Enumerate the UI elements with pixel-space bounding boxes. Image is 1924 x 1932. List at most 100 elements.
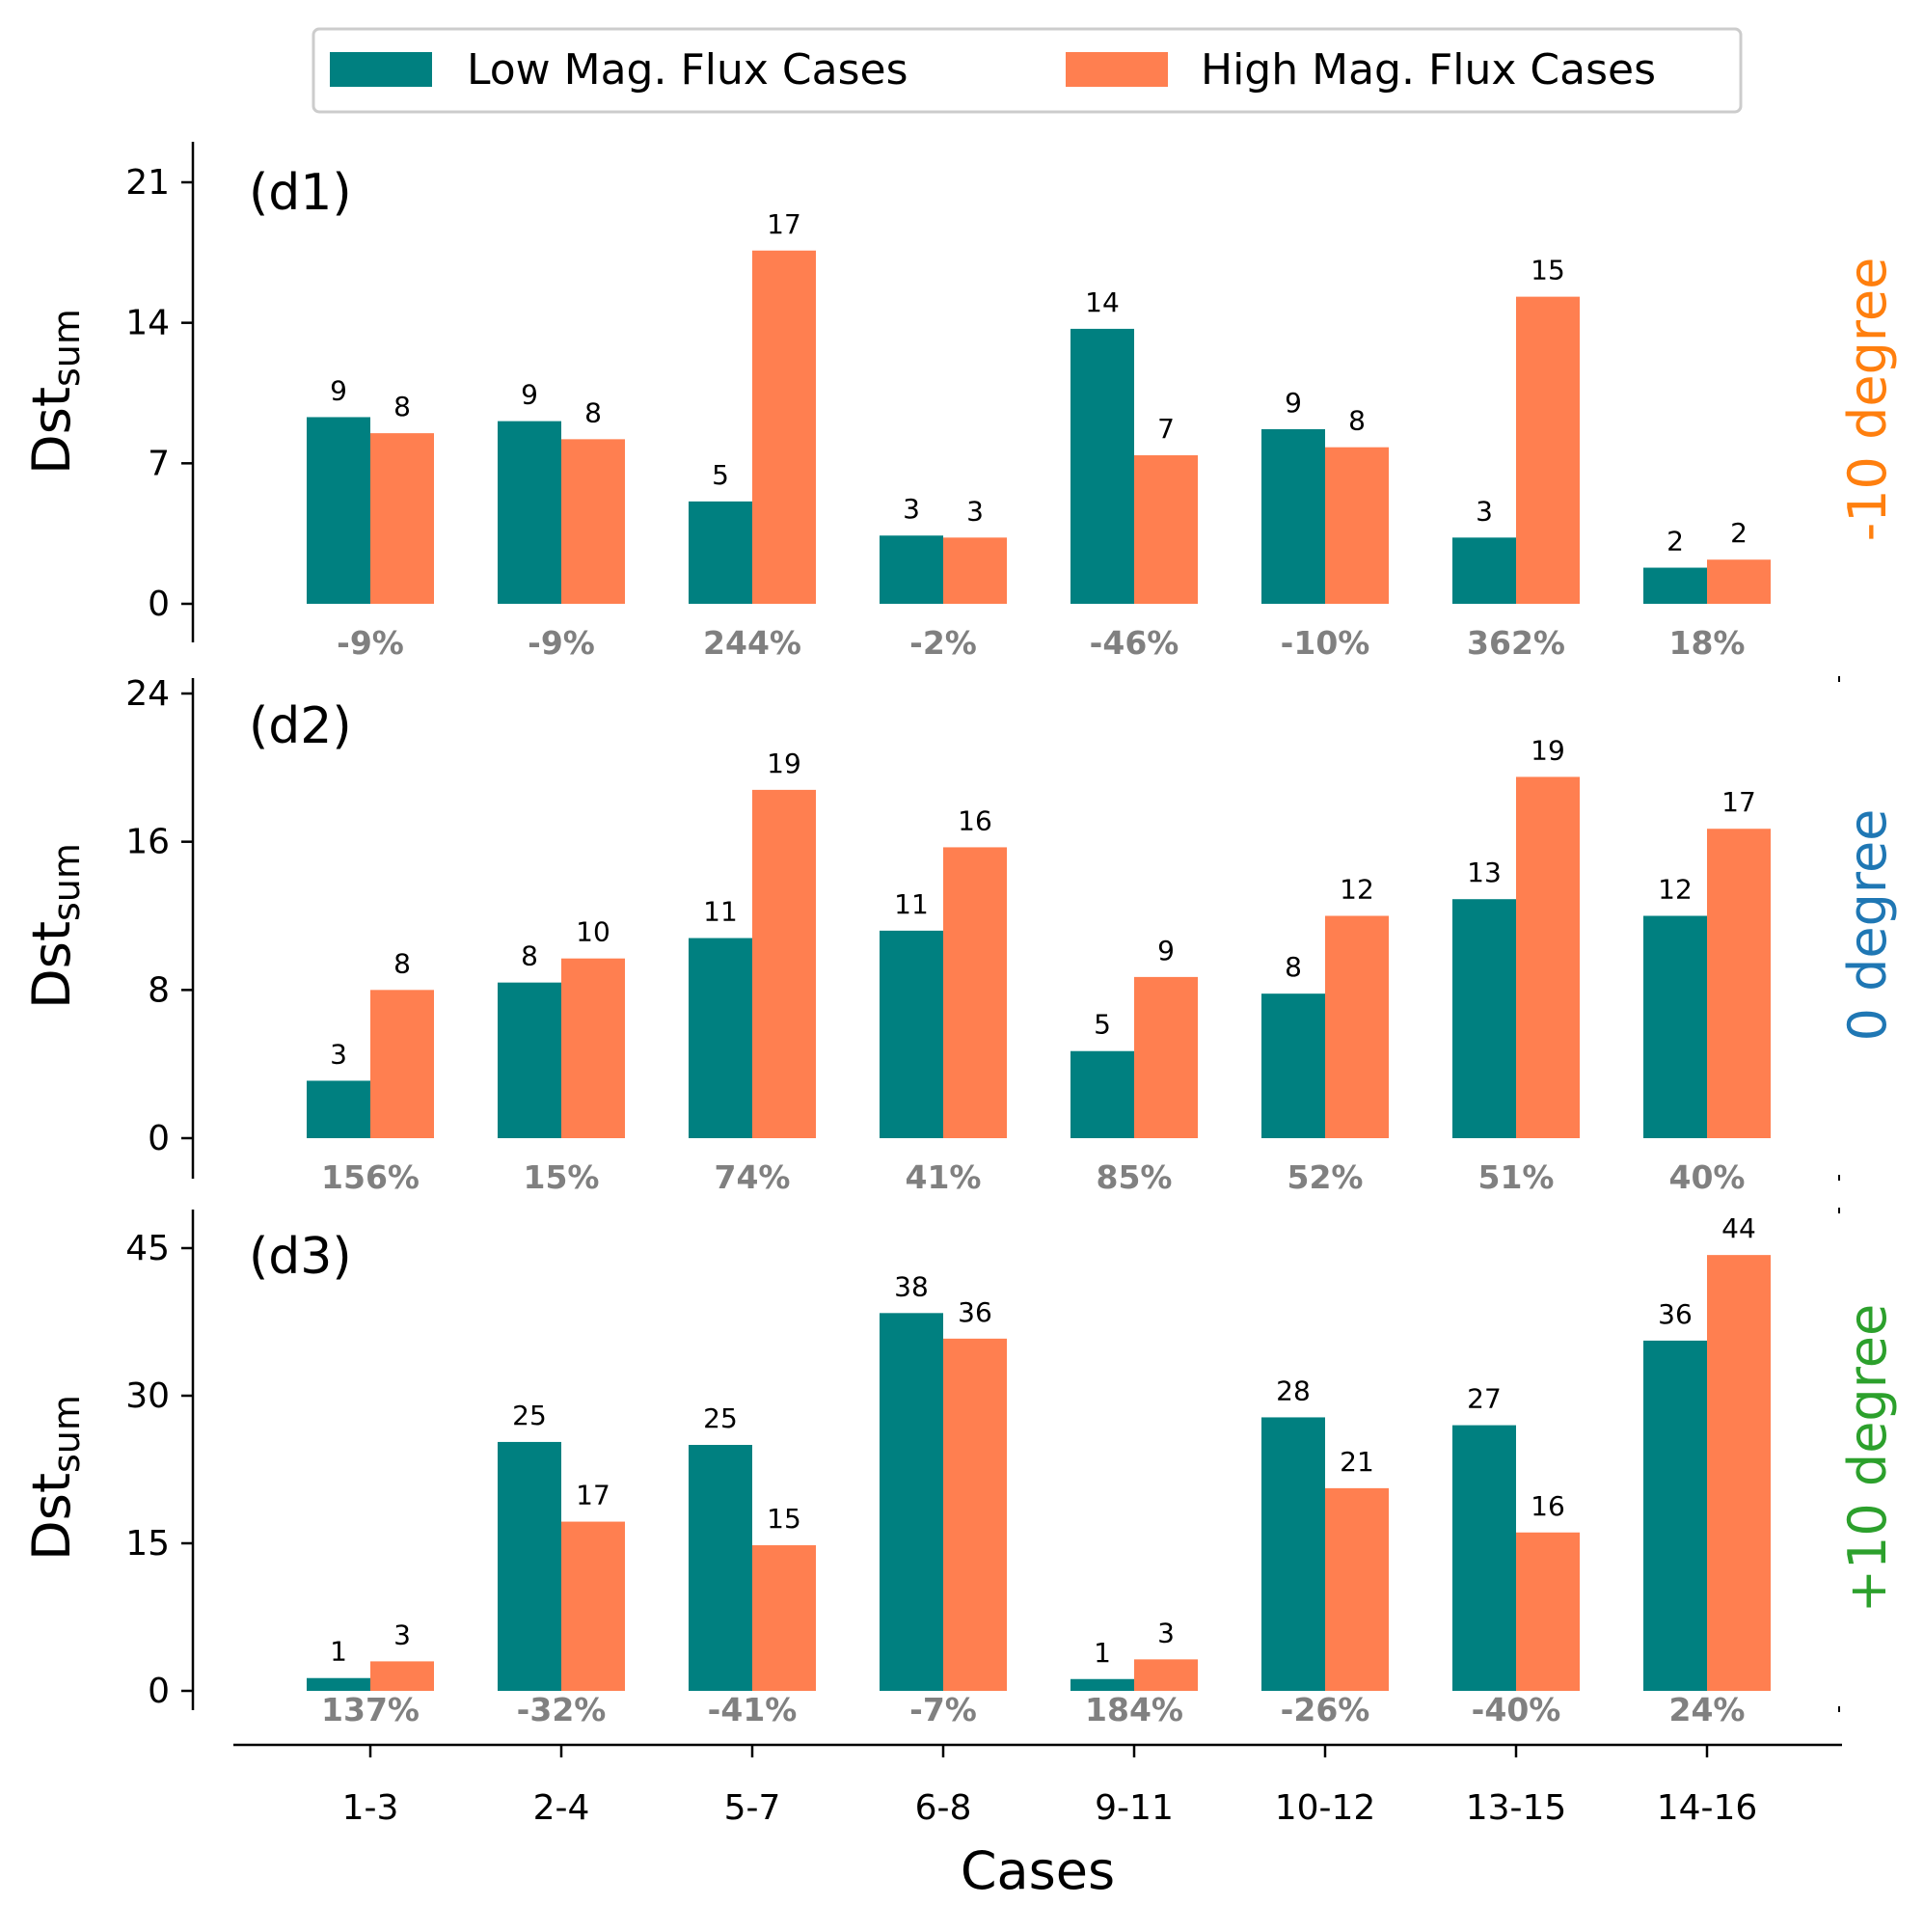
- bar-high-5-7: [752, 1545, 816, 1691]
- bar-high-6-8: [943, 847, 1007, 1138]
- percent-change-label: 184%: [1085, 1691, 1183, 1728]
- y-axis-label-subscript: sum: [45, 1395, 88, 1473]
- y-axis-label: Dstsum: [21, 309, 88, 475]
- bar-low-1-3: [307, 417, 370, 604]
- bar-value-label-low: 1: [1094, 1637, 1111, 1669]
- bar-high-10-12: [1325, 1487, 1389, 1691]
- legend-label-high: High Mag. Flux Cases: [1201, 45, 1656, 95]
- bar-value-label-high: 8: [393, 391, 411, 422]
- y-axis-label-main: Dst: [21, 1473, 82, 1561]
- y-tick-label: 7: [148, 444, 170, 483]
- bar-high-2-4: [561, 439, 625, 604]
- bar-value-label-high: 8: [393, 947, 411, 979]
- bar-high-2-4: [561, 958, 625, 1138]
- y-tick-label: 0: [148, 585, 170, 624]
- bar-low-6-8: [880, 1313, 943, 1691]
- bar-low-2-4: [498, 421, 561, 604]
- side-label-1: -10 degree: [1837, 258, 1898, 542]
- bar-value-label-high: 16: [1531, 1490, 1565, 1522]
- bar-value-label-high: 17: [1721, 786, 1756, 818]
- bar-value-label-high: 7: [1157, 413, 1175, 445]
- bar-value-label-low: 8: [1285, 951, 1302, 983]
- panel-tag: (d2): [249, 697, 352, 755]
- bar-high-13-15: [1516, 1532, 1580, 1691]
- bar-low-14-16: [1643, 915, 1707, 1138]
- side-label-3: +10 degree: [1837, 1304, 1898, 1613]
- bar-value-label-low: 11: [894, 888, 929, 920]
- x-tick-label: 10-12: [1275, 1788, 1376, 1828]
- x-tick-label: 2-4: [533, 1788, 590, 1828]
- panel-3: 0 15 30 45 (d3) Dstsum +10 degree 1 3 137% 25 17 -32…: [21, 1208, 1898, 1728]
- bar-low-14-16: [1643, 567, 1707, 604]
- y-tick-label: 45: [125, 1229, 170, 1268]
- bar-low-10-12: [1261, 1417, 1325, 1691]
- bar-value-label-low: 25: [512, 1400, 547, 1431]
- bar-value-label-low: 3: [903, 493, 920, 525]
- bar-value-label-low: 5: [712, 459, 729, 491]
- bar-value-label-low: 38: [894, 1270, 929, 1302]
- bar-low-13-15: [1452, 537, 1516, 604]
- bar-value-label-high: 19: [767, 748, 801, 779]
- bar-high-10-12: [1325, 447, 1389, 604]
- side-label-2: 0 degree: [1837, 809, 1898, 1042]
- panel-2: 0 8 16 24 (d2) Dstsum 0 degree 3 8 156% 8 10 15% 11 19…: [21, 674, 1898, 1196]
- percent-change-label: 244%: [703, 624, 801, 662]
- percent-change-label: -2%: [909, 624, 977, 662]
- y-tick-label: 14: [125, 304, 170, 343]
- bar-value-label-high: 17: [767, 208, 801, 240]
- bar-high-6-8: [943, 537, 1007, 604]
- percent-change-label: 85%: [1097, 1158, 1173, 1196]
- percent-change-label: -7%: [909, 1691, 977, 1728]
- percent-change-label: -10%: [1281, 624, 1370, 662]
- bar-value-label-high: 36: [958, 1296, 992, 1328]
- legend-frame: [312, 27, 1743, 114]
- x-tick-label: 13-15: [1466, 1788, 1567, 1828]
- bar-low-5-7: [689, 1445, 752, 1691]
- y-tick-label: 0: [148, 1672, 170, 1711]
- percent-change-label: 156%: [321, 1158, 420, 1196]
- panel-tag: (d3): [249, 1228, 352, 1286]
- percent-change-label: 41%: [906, 1158, 982, 1196]
- bar-value-label-high: 8: [1348, 405, 1366, 437]
- percent-change-label: -26%: [1281, 1691, 1370, 1728]
- bar-low-6-8: [880, 930, 943, 1138]
- bar-value-label-low: 5: [1094, 1009, 1111, 1041]
- percent-change-label: 51%: [1478, 1158, 1555, 1196]
- bar-high-9-11: [1134, 976, 1198, 1138]
- x-tick-label: 6-8: [915, 1788, 972, 1828]
- bar-value-label-low: 25: [703, 1402, 738, 1434]
- bar-value-label-low: 14: [1085, 286, 1120, 318]
- bar-low-1-3: [307, 1080, 370, 1138]
- bar-value-label-high: 3: [966, 495, 984, 527]
- bar-high-10-12: [1325, 915, 1389, 1138]
- legend-swatch-low: [330, 52, 432, 87]
- bar-value-label-high: 19: [1531, 734, 1565, 766]
- bar-low-9-11: [1070, 1050, 1134, 1138]
- bar-value-label-high: 9: [1157, 935, 1175, 966]
- bar-value-label-low: 9: [1285, 387, 1302, 419]
- legend-label-low: Low Mag. Flux Cases: [467, 45, 908, 95]
- bar-high-1-3: [370, 1661, 434, 1691]
- bar-high-14-16: [1707, 1255, 1771, 1691]
- panel-tag: (d1): [249, 164, 352, 222]
- bar-value-label-high: 8: [584, 396, 602, 428]
- y-tick-label: 0: [148, 1119, 170, 1158]
- bar-value-label-high: 15: [1531, 255, 1565, 286]
- bar-high-5-7: [752, 250, 816, 604]
- y-tick-label: 16: [125, 823, 170, 862]
- bar-low-9-11: [1070, 1678, 1134, 1691]
- percent-change-label: -32%: [517, 1691, 607, 1728]
- y-tick-label: 8: [148, 970, 170, 1010]
- bar-high-9-11: [1134, 1659, 1198, 1691]
- bar-low-2-4: [498, 982, 561, 1138]
- bar-value-label-low: 3: [1476, 495, 1493, 527]
- x-tick-label: 1-3: [342, 1788, 399, 1828]
- percent-change-label: 24%: [1669, 1691, 1746, 1728]
- percent-change-label: -9%: [337, 624, 404, 662]
- y-tick-label: 30: [125, 1376, 170, 1416]
- bar-value-label-high: 3: [393, 1619, 411, 1650]
- bar-high-14-16: [1707, 829, 1771, 1138]
- bar-low-9-11: [1070, 328, 1134, 604]
- bar-low-10-12: [1261, 993, 1325, 1138]
